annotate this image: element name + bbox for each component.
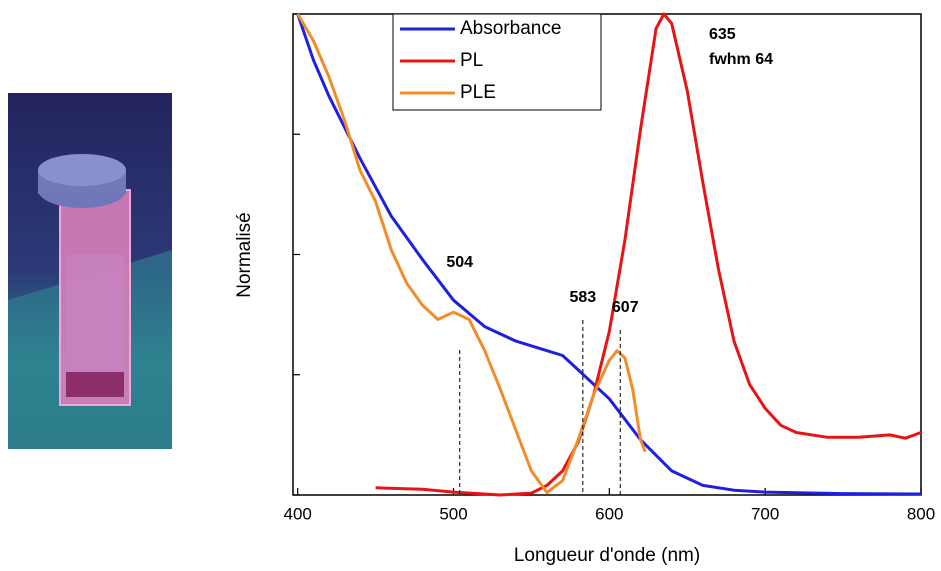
x-axis-label: Longueur d'onde (nm) bbox=[514, 545, 700, 566]
x-tick-label: 400 bbox=[283, 504, 311, 523]
legend-label: Absorbance bbox=[460, 18, 561, 39]
annotation: 607 bbox=[612, 299, 639, 316]
x-tick-label: 700 bbox=[751, 504, 779, 523]
series-line bbox=[296, 13, 922, 496]
annotation: 583 bbox=[569, 289, 596, 306]
legend-label: PLE bbox=[460, 82, 496, 103]
annotation: 504 bbox=[446, 254, 473, 271]
series-line bbox=[375, 12, 922, 497]
legend-label: PL bbox=[460, 50, 483, 71]
x-tick-label: 800 bbox=[907, 504, 935, 523]
annotation: 635 bbox=[709, 26, 736, 43]
annotation: fwhm 64 bbox=[709, 51, 773, 68]
y-axis-label: Normalisé bbox=[234, 212, 255, 298]
x-tick-label: 600 bbox=[595, 504, 623, 523]
x-tick-label: 500 bbox=[439, 504, 467, 523]
plot-frame bbox=[292, 13, 922, 496]
photo bbox=[8, 93, 172, 449]
series-line bbox=[296, 13, 647, 495]
